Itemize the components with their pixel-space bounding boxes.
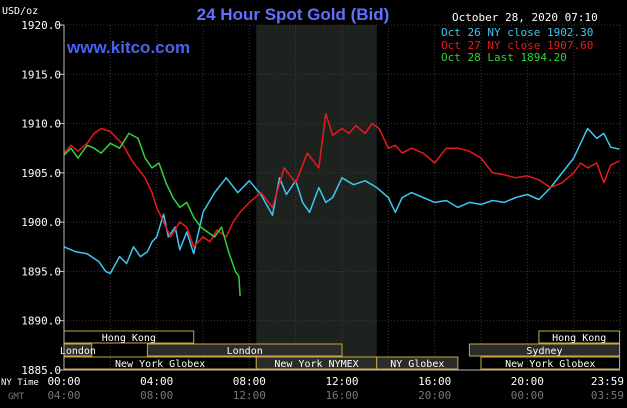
x-tick-label-ny: 20:00: [511, 375, 544, 388]
date-stamp: October 28, 2020 07:10: [452, 11, 598, 24]
session-label: NY Globex: [390, 359, 444, 370]
price-line-series-1: [63, 112, 620, 248]
y-tick-label: 1895.0: [21, 265, 61, 278]
legend-item-oct26: Oct 26 NY close 1902.30: [441, 26, 593, 39]
gmt-row-label: GMT: [8, 392, 25, 402]
y-tick-label: 1905.0: [21, 167, 61, 180]
x-tick-label-gmt: 00:00: [511, 389, 544, 402]
x-tick-label-gmt: 20:00: [418, 389, 451, 402]
x-tick-label-ny: 16:00: [418, 375, 451, 388]
y-unit-label: USD/oz: [2, 6, 38, 17]
x-tick-label-gmt: 03:59: [591, 389, 624, 402]
session-label: Hong Kong: [102, 333, 156, 344]
y-tick-label: 1910.0: [21, 118, 61, 131]
x-tick-label-gmt: 04:00: [47, 389, 80, 402]
session-bar: [376, 356, 459, 370]
session-bar: [146, 343, 343, 357]
chart-title: 24 Hour Spot Gold (Bid): [197, 5, 390, 24]
x-tick-label-ny: 04:00: [140, 375, 173, 388]
y-tick-label: 1920.0: [21, 19, 61, 32]
x-tick-label-gmt: 12:00: [233, 389, 266, 402]
axes: 1920.0 1915.0 1910.0 1905.0 1900.0 1895.0 1890…: [1, 19, 624, 402]
legend-item-oct27: Oct 27 NY close 1907.60: [441, 39, 593, 52]
legend: Oct 26 NY close 1902.30 Oct 27 NY close …: [441, 26, 593, 64]
x-tick-label-ny: 23:59: [591, 375, 624, 388]
site-watermark: www.kitco.com: [66, 38, 190, 57]
ny-time-row-label: NY Time: [1, 378, 39, 388]
session-label: London: [227, 346, 263, 357]
y-tick-label: 1885.0: [21, 364, 61, 377]
x-tick-label-gmt: 08:00: [140, 389, 173, 402]
plot-background: [256, 25, 377, 370]
session-label: New York NYMEX: [274, 359, 358, 370]
price-line-series-2: [63, 132, 241, 297]
session-bar: [468, 343, 621, 357]
session-bar: [480, 356, 621, 370]
y-tick-label: 1900.0: [21, 216, 61, 229]
trading-session-highlight: [256, 25, 377, 370]
y-tick-label: 1890.0: [21, 315, 61, 328]
legend-item-oct28: Oct 28 Last 1894.20: [441, 51, 567, 64]
x-tick-label-ny: 08:00: [233, 375, 266, 388]
y-tick-label: 1915.0: [21, 68, 61, 81]
session-label: Sydney: [526, 346, 562, 357]
session-label: New York Globex: [115, 359, 205, 370]
x-tick-label-gmt: 16:00: [325, 389, 358, 402]
price-series: [63, 112, 620, 297]
x-tick-label-ny: 00:00: [47, 375, 80, 388]
session-bar: [538, 330, 621, 344]
session-label: London: [60, 346, 96, 357]
session-label: New York Globex: [505, 359, 595, 370]
price-line-series-0: [63, 127, 620, 275]
x-tick-label-ny: 12:00: [325, 375, 358, 388]
session-label: Hong Kong: [552, 333, 606, 344]
